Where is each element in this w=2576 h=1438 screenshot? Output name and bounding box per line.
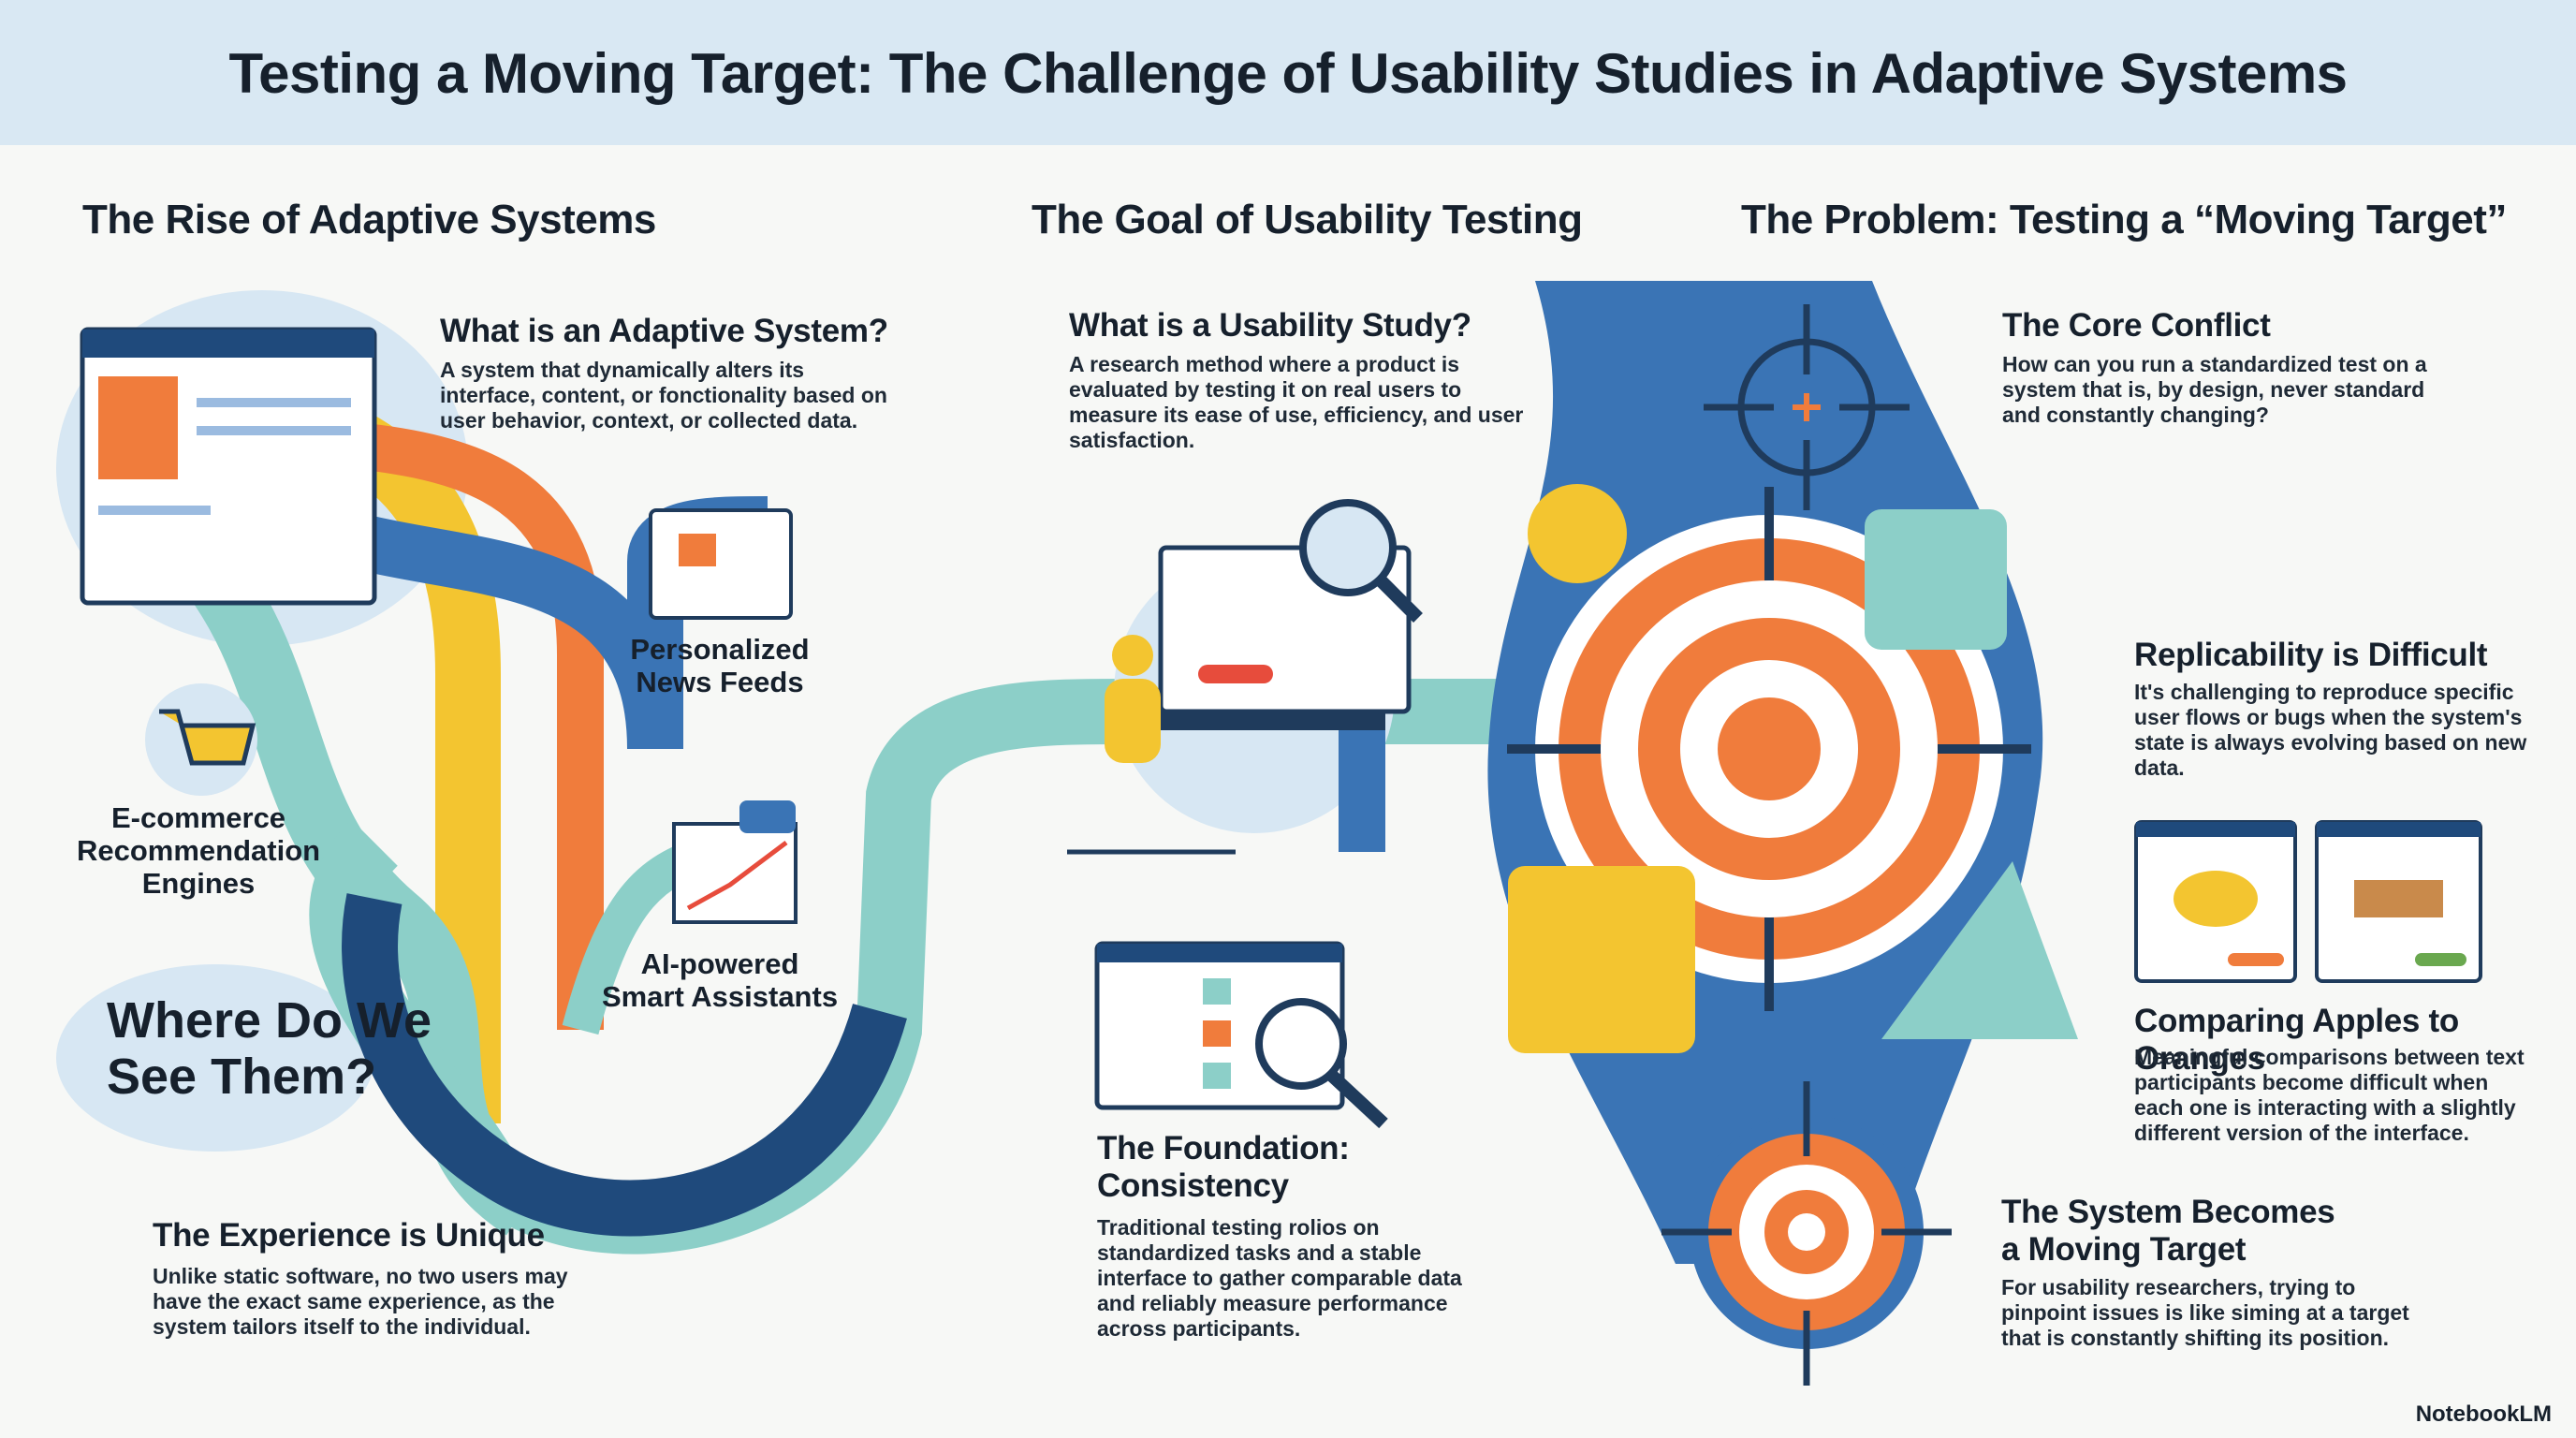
yellow-circle bbox=[1528, 484, 1627, 583]
item-title: Comparing Apples to Oranges bbox=[2134, 1003, 2459, 1077]
desk-leg bbox=[1339, 730, 1385, 852]
desk bbox=[1151, 712, 1385, 730]
user-body bbox=[1105, 679, 1161, 763]
item-title: The Core Conflict bbox=[2002, 307, 2271, 344]
section-heading: The Problem: Testing a “Moving Target” bbox=[1741, 197, 2507, 242]
item-text: For usability researchers, trying to pin… bbox=[2001, 1275, 2409, 1350]
crosshair-dot bbox=[1793, 393, 1821, 421]
blob bbox=[56, 964, 374, 1152]
image-block bbox=[98, 376, 178, 479]
button bbox=[2228, 953, 2284, 966]
version-bar bbox=[2136, 822, 2295, 837]
item-title: The Foundation: Consistency bbox=[1097, 1130, 1350, 1204]
brand: NotebookLM bbox=[2415, 1401, 2552, 1427]
line bbox=[197, 398, 351, 407]
example-label: E-commerce Recommendation Engines bbox=[77, 801, 321, 900]
item-text: A research method where a product is eva… bbox=[1069, 352, 1524, 452]
magnifier-handle bbox=[1376, 576, 1423, 623]
crosshair bbox=[1507, 487, 2031, 1011]
item-text: It's challenging to reproduce specific u… bbox=[2134, 680, 2527, 780]
basket bbox=[2174, 871, 2258, 927]
small-target bbox=[1788, 1213, 1825, 1251]
section-heading: The Rise of Adaptive Systems bbox=[82, 197, 656, 242]
check-box bbox=[1203, 978, 1231, 1005]
example-label: Personalized News Feeds bbox=[630, 633, 810, 698]
crate bbox=[2354, 880, 2443, 917]
checklist-bar bbox=[1097, 944, 1342, 962]
item-text: How can you run a standardized test on a… bbox=[2002, 352, 2427, 427]
cart-icon bbox=[159, 709, 256, 766]
magnifier bbox=[1299, 499, 1397, 596]
news-image bbox=[679, 534, 716, 566]
version-bar bbox=[2317, 822, 2481, 837]
item-title: What is an Adaptive System? bbox=[440, 313, 888, 349]
item-text: A system that dynamically alters its int… bbox=[440, 358, 887, 433]
item-text: Meaningful comparisons between text part… bbox=[2134, 1045, 2525, 1145]
title-bar bbox=[0, 0, 2576, 145]
button bbox=[1198, 665, 1273, 683]
item-title: Replicability is Difficult bbox=[2134, 637, 2488, 673]
small-crosshair bbox=[1661, 1081, 1952, 1386]
target-center bbox=[1718, 697, 1821, 800]
examples-heading: Where Do We See Them? bbox=[107, 992, 432, 1105]
line bbox=[98, 506, 211, 515]
crosshair-small bbox=[1704, 304, 1910, 510]
yellow-square bbox=[1508, 866, 1695, 1053]
title: Testing a Moving Target: The Challenge o… bbox=[228, 42, 2348, 105]
item-text: Traditional testing rolios on standardiz… bbox=[1097, 1215, 1462, 1341]
item-text: Unlike static software, no two users may… bbox=[153, 1264, 568, 1339]
path-navy bbox=[342, 893, 907, 1237]
chart-arrow bbox=[686, 841, 788, 911]
teal-triangle bbox=[1881, 861, 2078, 1039]
button bbox=[2415, 953, 2466, 966]
browser-bar bbox=[82, 330, 374, 358]
check-box bbox=[1203, 1063, 1231, 1089]
check-box bbox=[1203, 1020, 1231, 1047]
news-icon bbox=[649, 508, 793, 620]
teal-square bbox=[1865, 509, 2007, 650]
item-title: The Experience is Unique bbox=[153, 1217, 545, 1254]
magnifier-handle bbox=[1326, 1069, 1388, 1129]
line bbox=[197, 426, 351, 435]
example-label: AI-powered Smart Assistants bbox=[601, 947, 839, 1013]
chat-bubble bbox=[739, 800, 796, 833]
section-heading: The Goal of Usability Testing bbox=[1032, 197, 1583, 242]
magnifier bbox=[1255, 998, 1347, 1090]
user-head bbox=[1112, 635, 1153, 676]
item-title: What is a Usability Study? bbox=[1069, 307, 1471, 344]
item-title: The System Becomes a Moving Target bbox=[2001, 1194, 2335, 1268]
